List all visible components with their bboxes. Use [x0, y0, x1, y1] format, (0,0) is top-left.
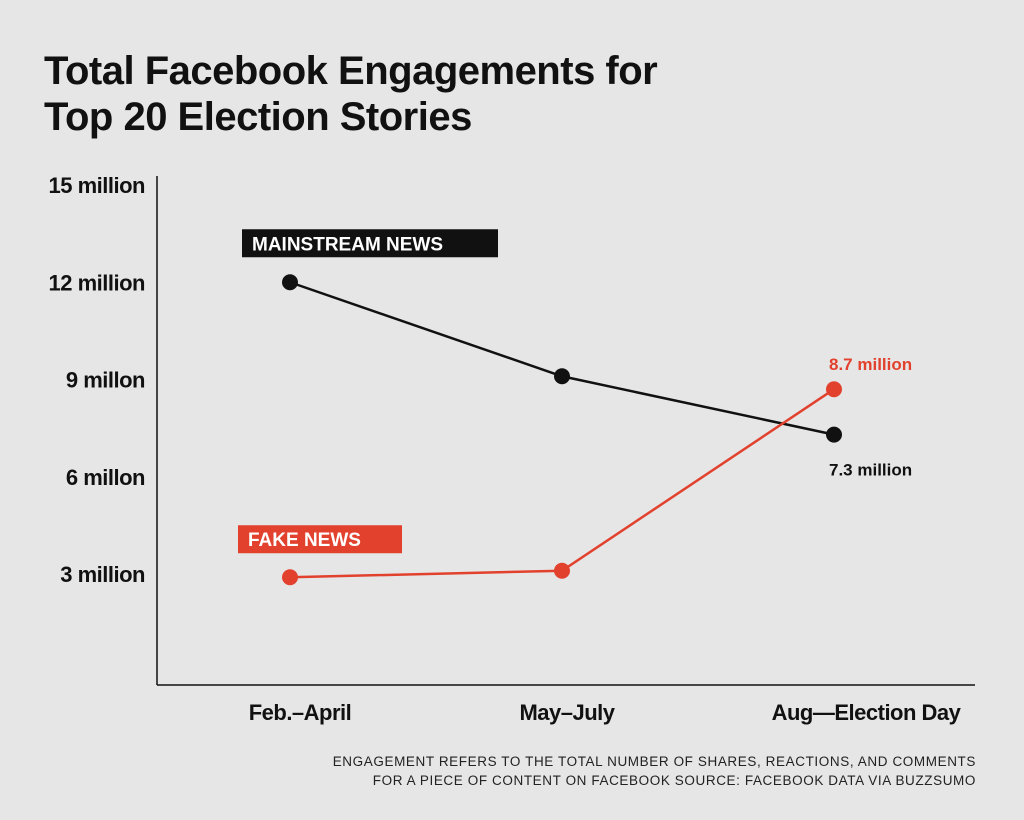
end-value-label-mainstream: 7.3 million	[829, 461, 912, 480]
y-tick-label: 3 million	[60, 562, 145, 587]
footnote: ENGAGEMENT REFERS TO THE TOTAL NUMBER OF…	[333, 752, 976, 790]
chart-title-line-1: Total Facebook Engagements for	[44, 49, 658, 93]
data-point-fake	[554, 562, 570, 579]
chart-title: Total Facebook Engagements for Top 20 El…	[44, 48, 658, 140]
end-value-label-fake: 8.7 million	[829, 355, 912, 374]
legend-label-mainstream: MAINSTREAM NEWS	[252, 234, 443, 255]
data-point-mainstream	[826, 426, 842, 443]
data-point-fake	[282, 569, 298, 586]
y-tick-label: 15 million	[49, 173, 146, 198]
x-tick-labels: Feb.–April May–July Aug—Election Day	[249, 700, 962, 725]
x-tick-label: Aug—Election Day	[772, 700, 962, 725]
series-line-mainstream	[289, 281, 835, 436]
legend-badge-fake	[238, 525, 402, 554]
y-tick-labels: 3 million 6 millon 9 millon 12 million 15 mi…	[49, 173, 146, 587]
data-point-mainstream	[282, 274, 298, 291]
y-tick-label: 9 millon	[66, 368, 145, 393]
legend-label-fake: FAKE NEWS	[248, 530, 361, 551]
y-tick-label: 6 millon	[66, 465, 145, 490]
series-labels: MAINSTREAM NEWS 7.3 million FAKE NEWS 8.7 m…	[238, 229, 912, 554]
series-lines	[282, 274, 842, 586]
footnote-line-1: ENGAGEMENT REFERS TO THE TOTAL NUMBER OF…	[332, 754, 976, 769]
x-tick-label: Feb.–April	[249, 700, 352, 725]
x-tick-label: May–July	[519, 700, 615, 725]
footnote-line-2: FOR A PIECE OF CONTENT ON FACEBOOK SOURC…	[372, 773, 976, 788]
data-point-mainstream	[554, 368, 570, 385]
y-tick-label: 12 million	[49, 270, 146, 295]
data-point-fake	[826, 381, 842, 398]
chart-title-line-2: Top 20 Election Stories	[44, 95, 472, 139]
legend-badge-mainstream	[242, 229, 498, 258]
